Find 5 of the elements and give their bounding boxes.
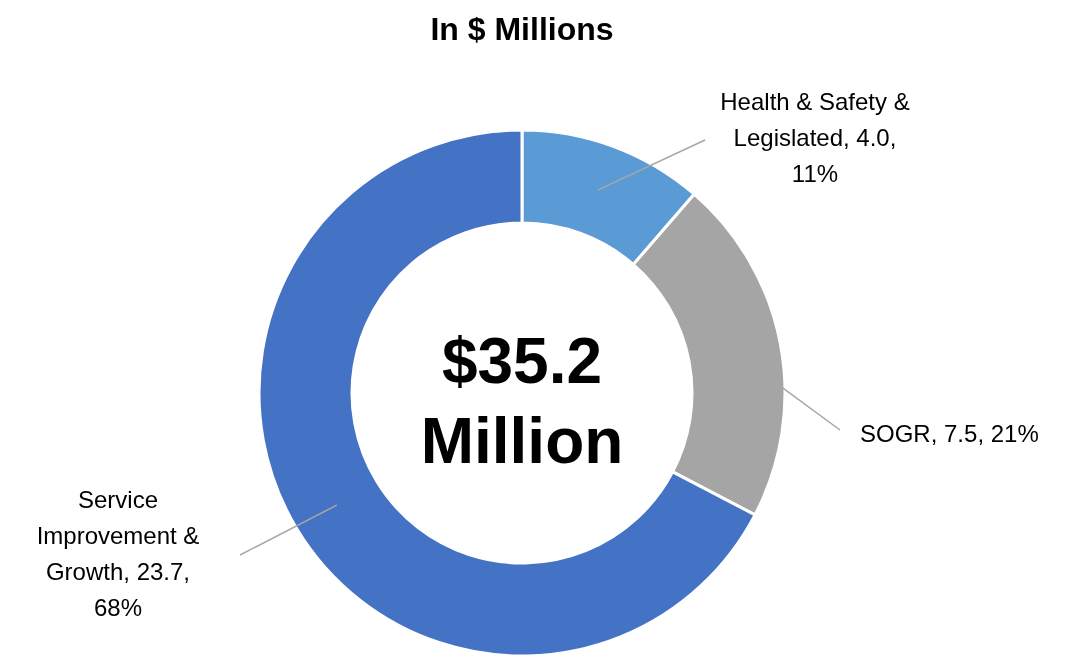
slice-label: Service Improvement & Growth, 23.7, 68% [36,486,200,621]
slice-label: SOGR, 7.5, 21% [860,420,1039,447]
slice-label: Health & Safety & Legislated, 4.0, 11% [720,88,910,187]
text: $35.2 Million [420,325,624,477]
chart-title: In $ Millions [430,11,614,47]
